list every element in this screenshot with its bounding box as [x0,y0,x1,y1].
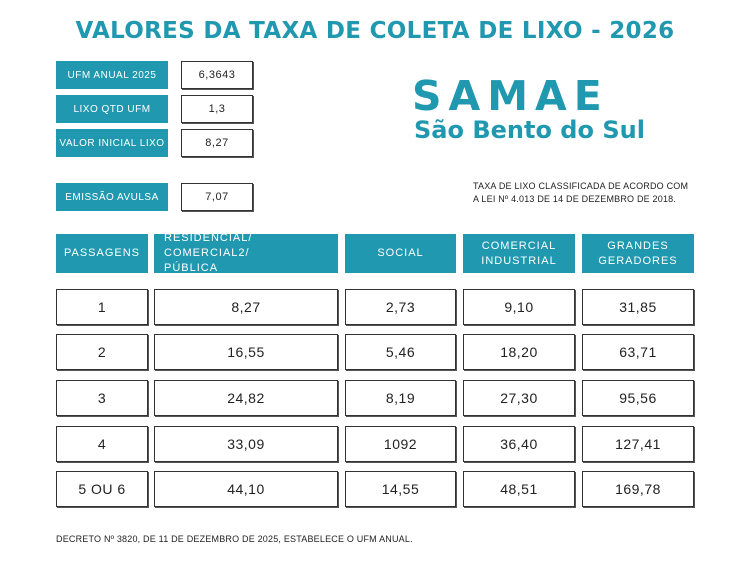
samae-logo: SAMAE São Bento do Sul [412,76,702,146]
header-residencial-line2: PÚBLICA [164,262,219,274]
passagens-cell: 4 [56,426,148,462]
emissao-avulsa-label: EMISSÃO AVULSA [56,183,168,211]
grandes-geradores-cell: 169,78 [582,471,694,507]
social-cell: 1092 [345,426,456,462]
header-grandes-line1: GRANDES [607,239,669,252]
header-residencial: RESIDENCIAL/ COMERCIAL2/ PÚBLICA [154,232,338,274]
comercial-industrial-cell: 9,10 [463,289,575,325]
ufm-anual-value: 6,3643 [181,61,253,89]
residencial-cell: 33,09 [154,426,338,462]
ufm-anual-label: UFM ANUAL 2025 [56,61,168,89]
header-residencial-line1: RESIDENCIAL/ COMERCIAL2/ [164,232,253,259]
law-note-line1: TAXA DE LIXO CLASSIFICADA DE ACORDO COM [473,181,689,191]
footer-decree: DECRETO Nº 3820, DE 11 DE DEZEMBRO DE 20… [56,534,413,544]
law-note-line2: A LEI Nº 4.013 DE 14 DE DEZEMBRO DE 2018… [473,194,677,204]
residencial-cell: 24,82 [154,380,338,416]
social-cell: 8,19 [345,380,456,416]
header-comercial-industrial: COMERCIAL INDUSTRIAL [463,234,575,273]
residencial-cell: 8,27 [154,289,338,325]
grandes-geradores-cell: 127,41 [582,426,694,462]
header-grandes-line2: GERADORES [598,254,678,267]
lixo-qtd-ufm-value: 1,3 [181,95,253,123]
header-passagens-text: PASSAGENS [63,247,141,259]
logo-city-text: São Bento do Sul [414,116,645,144]
comercial-industrial-cell: 18,20 [463,334,575,370]
grandes-geradores-cell: 95,56 [582,380,694,416]
page-title: VALORES DA TAXA DE COLETA DE LIXO - 2026 [75,18,675,44]
social-cell: 14,55 [345,471,456,507]
valor-inicial-lixo-value: 8,27 [181,129,253,157]
social-cell: 5,46 [345,334,456,370]
header-social-text: SOCIAL [377,247,424,259]
comercial-industrial-cell: 36,40 [463,426,575,462]
residencial-cell: 16,55 [154,334,338,370]
law-note: TAXA DE LIXO CLASSIFICADA DE ACORDO COM … [473,180,713,206]
passagens-cell: 5 OU 6 [56,471,148,507]
passagens-cell: 3 [56,380,148,416]
passagens-cell: 1 [56,289,148,325]
residencial-cell: 44,10 [154,471,338,507]
header-grandes-geradores: GRANDES GERADORES [582,234,694,273]
logo-samae-text: SAMAE [412,72,609,120]
comercial-industrial-cell: 48,51 [463,471,575,507]
grandes-geradores-cell: 63,71 [582,334,694,370]
grandes-geradores-cell: 31,85 [582,289,694,325]
header-passagens: PASSAGENS [56,234,148,273]
passagens-cell: 2 [56,334,148,370]
social-cell: 2,73 [345,289,456,325]
header-social: SOCIAL [345,234,456,273]
header-comercial-line2: INDUSTRIAL [481,254,557,267]
header-comercial-line1: COMERCIAL [481,239,557,252]
emissao-avulsa-value: 7,07 [181,183,253,211]
valor-inicial-lixo-label: VALOR INICIAL LIXO [56,129,168,157]
comercial-industrial-cell: 27,30 [463,380,575,416]
lixo-qtd-ufm-label: LIXO QTD UFM [56,95,168,123]
